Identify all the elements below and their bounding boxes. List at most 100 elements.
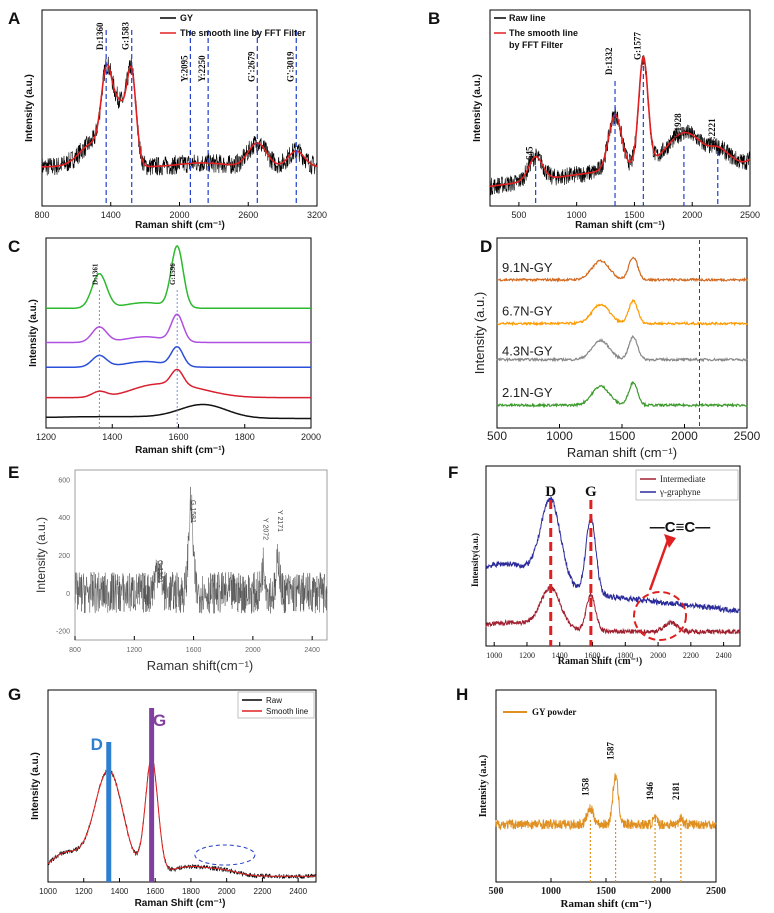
panel-a-ylabel: Intensity (a.u.): [24, 74, 35, 142]
panel-a-legend-smooth: The smooth line by FFT Filter: [180, 28, 306, 38]
panel-f-label: F: [448, 463, 458, 482]
panel-d-curve-label: 2.1N-GY: [502, 385, 553, 400]
panel-c-xtick-label: 1800: [235, 432, 255, 442]
panel-f-series-graphyne: [485, 495, 741, 614]
panel-g-highlight-ellipse: [194, 844, 256, 866]
panel-g-xtick-label: 1400: [111, 887, 129, 896]
panel-e-label: E: [8, 463, 19, 482]
panel-g-xtick-label: 1600: [146, 887, 164, 896]
panel-c-peak-label: D:1361: [91, 263, 99, 285]
panel-h-peak-label: 2181: [671, 782, 681, 801]
panel-c-series: [46, 313, 311, 344]
panel-b-label: B: [428, 9, 440, 28]
panel-g-xtick-label: 1200: [75, 887, 93, 896]
panel-c-series: [46, 345, 311, 368]
panel-g-xtick-label: 1000: [39, 887, 57, 896]
panel-c-ylabel: Intensity (a.u.): [28, 299, 39, 367]
panel-f-alkyne-bond: —C≡C—: [650, 519, 710, 536]
panel-c-series: [46, 245, 311, 310]
panel-h-ylabel: Intensity (a.u.): [478, 755, 489, 818]
panel-d-xlabel: Raman shift (cm⁻¹): [567, 445, 677, 460]
panel-b-legend-raw: Raw line: [509, 13, 546, 23]
panel-c: C Intensity (a.u.) Raman shift (cm⁻¹) 12…: [8, 237, 321, 456]
panel-f-arrow-shaft: [648, 539, 670, 591]
panel-a-xlabel: Raman shift (cm⁻¹): [135, 220, 225, 231]
panel-h-frame: [495, 689, 717, 883]
panel-f-xtick-label: 1000: [486, 651, 502, 660]
panel-b-series-smooth: [489, 54, 751, 188]
panel-h-peak-label: 1946: [645, 782, 655, 801]
panel-h-legend: GY powder: [532, 707, 576, 717]
panel-a-xtick-label: 1400: [101, 210, 121, 220]
panel-g-peak-label: D: [91, 735, 103, 754]
panel-b-frame: [489, 9, 751, 207]
panel-h-xtick-label: 500: [489, 886, 504, 897]
panel-g-peak-label: G: [153, 711, 166, 730]
panel-h-label: H: [456, 685, 468, 704]
panel-f-peak-label: D: [545, 484, 556, 500]
panel-b: B Intensity (a.u.) Raman shift (cm⁻¹) 50…: [428, 9, 760, 231]
panel-g-series-raw: [47, 756, 317, 880]
panel-d-series: [496, 334, 748, 363]
panel-a-peak-label: G':3019: [285, 51, 295, 82]
panel-d-label: D: [480, 237, 492, 256]
panel-h-series: [495, 773, 717, 831]
panel-e-peak-label: Y 2171: [276, 510, 283, 532]
panel-g-frame: [47, 689, 317, 883]
panel-d-xtick-label: 1500: [609, 429, 636, 443]
panel-a-xtick-label: 2000: [169, 210, 189, 220]
panel-e-ytick-label: 0: [66, 591, 70, 598]
panel-c-xtick-label: 1400: [102, 432, 122, 442]
panel-h-peak-label: 1587: [606, 742, 616, 761]
panel-a-legend-gy: GY: [180, 13, 193, 23]
panel-c-xtick-label: 1600: [168, 432, 188, 442]
panel-c-xtick-label: 2000: [301, 432, 321, 442]
panel-e-xlabel: Raman shift(cm⁻¹): [147, 658, 254, 673]
panel-d-series: [496, 256, 748, 283]
panel-b-xlabel: Raman shift (cm⁻¹): [575, 220, 665, 231]
panel-a-peak-label: Y:2250: [197, 55, 207, 82]
panel-f: F Intensity(a.u.) Raman Shift (cm⁻¹) 100…: [448, 463, 741, 667]
panel-h-plot: 500 1000 1500 2000 2500 1358 1587 1946 2181: [489, 742, 727, 898]
panel-a-series-smooth: [42, 63, 318, 168]
panel-f-series-intermediate: [485, 585, 741, 636]
panel-c-series: [46, 403, 311, 420]
panel-b-xtick-label: 500: [511, 210, 526, 220]
panel-f-xtick-label: 1800: [617, 651, 633, 660]
panel-b-peak-label: D:1332: [604, 47, 614, 75]
panel-f-frame: [485, 465, 741, 647]
panel-f-xtick-label: 1600: [585, 651, 601, 660]
panel-b-legend-smooth-2: by FFT Filter: [509, 40, 563, 50]
panel-f-xtick-label: 2200: [683, 651, 699, 660]
panel-g-xlabel: Raman Shift (cm⁻¹): [135, 898, 226, 909]
panel-e-xtick-label: 2000: [245, 647, 261, 654]
panel-a-peak-label: G':2679: [246, 51, 256, 82]
panel-f-highlight-ellipse: [633, 591, 687, 641]
panel-f-arrow-head: [664, 534, 676, 548]
panel-h: H Intensity (a.u.) Raman shift (cm⁻¹) 50…: [456, 685, 726, 910]
panel-f-xtick-label: 2000: [650, 651, 666, 660]
panel-f-legend-graphyne: γ-graphyne: [659, 487, 700, 497]
panel-e-ylabel: Intensity (a.u.): [34, 517, 48, 593]
panel-d-curve-label: 9.1N-GY: [502, 260, 553, 275]
panel-a-xtick-label: 3200: [307, 210, 327, 220]
panel-f-xtick-label: 1200: [519, 651, 535, 660]
panel-g-xtick-label: 2000: [218, 887, 236, 896]
panel-e-peak-label: Y 2072: [262, 518, 269, 540]
panel-d-ylabel: Intensity (a.u.): [472, 292, 487, 374]
panel-e-ytick-label: 600: [58, 477, 70, 484]
panel-b-peak-label: 645: [525, 146, 535, 160]
panel-a-peak-label: G:1583: [121, 22, 131, 50]
panel-b-legend-smooth: The smooth line: [509, 28, 578, 38]
panel-b-xtick-label: 1000: [567, 210, 587, 220]
panel-f-plot: 1000 1200 1400 1600 1800 2000 2200 2400 D G: [485, 484, 741, 660]
panel-a-plot: 800 1400 2000 2600 3200 D:1360 G:1583 Y:2095 Y:2…: [34, 22, 327, 220]
panel-a-series-gy: [41, 56, 318, 177]
panel-g-legend-smooth: Smooth line: [266, 707, 309, 716]
panel-f-xlabel: Raman Shift (cm⁻¹): [558, 656, 642, 667]
panel-g-series-smooth: [47, 757, 316, 877]
panel-d-series: [496, 299, 748, 327]
panel-e-ytick-label: 200: [58, 553, 70, 560]
panel-a-label: A: [8, 9, 20, 28]
